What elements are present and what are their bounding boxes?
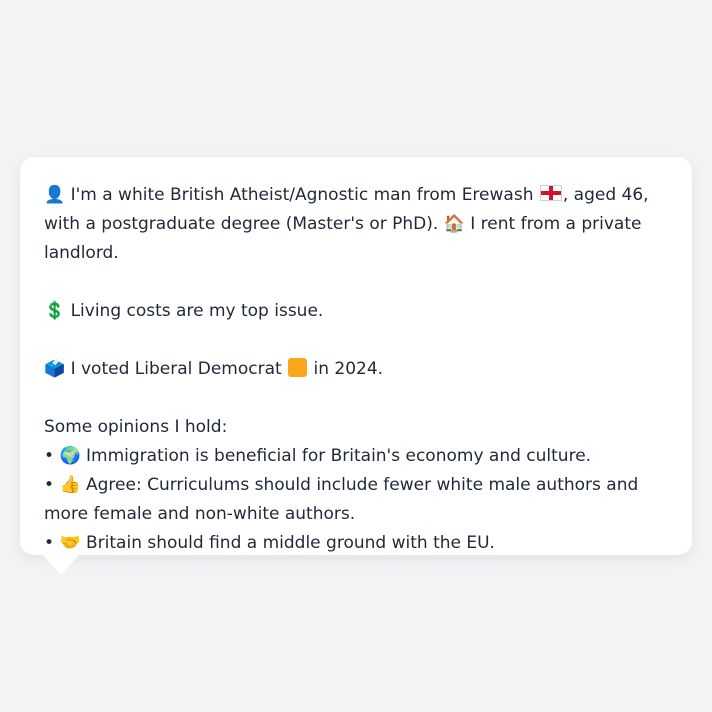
opinion-item: • 👍 Agree: Curriculums should include fe… — [44, 471, 668, 529]
opinion-text: Immigration is beneficial for Britain's … — [86, 446, 592, 466]
opinion-text: Agree: Curriculums should include fewer … — [44, 475, 639, 524]
top-issue-text: Living costs are my top issue. — [70, 301, 324, 321]
house-icon: 🏠 — [443, 214, 465, 234]
persona-message-bubble: 👤 I'm a white British Atheist/Agnostic m… — [20, 157, 692, 555]
bubble-tail — [43, 555, 79, 575]
opinion-item: • 🤝 Britain should find a middle ground … — [44, 529, 668, 558]
vote-year-text: in 2024. — [313, 359, 384, 379]
housing-text: I rent from a private landlord. — [44, 214, 642, 263]
bio-text-continued: , aged 46, with a postgraduate degree (M… — [44, 185, 649, 234]
bullet: • — [44, 475, 55, 495]
bullet: • — [44, 533, 55, 553]
handshake-icon: 🤝 — [59, 533, 81, 553]
bullet: • — [44, 446, 55, 466]
person-icon: 👤 — [44, 185, 66, 205]
bio-text: I'm a white British Atheist/Agnostic man… — [70, 185, 534, 205]
bio-line: 👤 I'm a white British Atheist/Agnostic m… — [44, 181, 668, 268]
party-color-swatch — [288, 358, 308, 377]
england-flag-icon — [539, 185, 562, 201]
opinion-text: Britain should find a middle ground with… — [86, 533, 495, 553]
thumbs-up-icon: 👍 — [59, 475, 81, 495]
top-issue-line: 💲 Living costs are my top issue. — [44, 297, 668, 326]
opinions-heading: Some opinions I hold: — [44, 417, 228, 437]
vote-text: I voted Liberal Democrat — [70, 359, 282, 379]
globe-icon: 🌍 — [59, 446, 81, 466]
opinion-item: • 🌍 Immigration is beneficial for Britai… — [44, 442, 668, 471]
ballot-box-icon: 🗳️ — [44, 359, 66, 379]
dollar-icon: 💲 — [44, 301, 66, 321]
vote-line: 🗳️ I voted Liberal Democrat in 2024. — [44, 355, 668, 384]
